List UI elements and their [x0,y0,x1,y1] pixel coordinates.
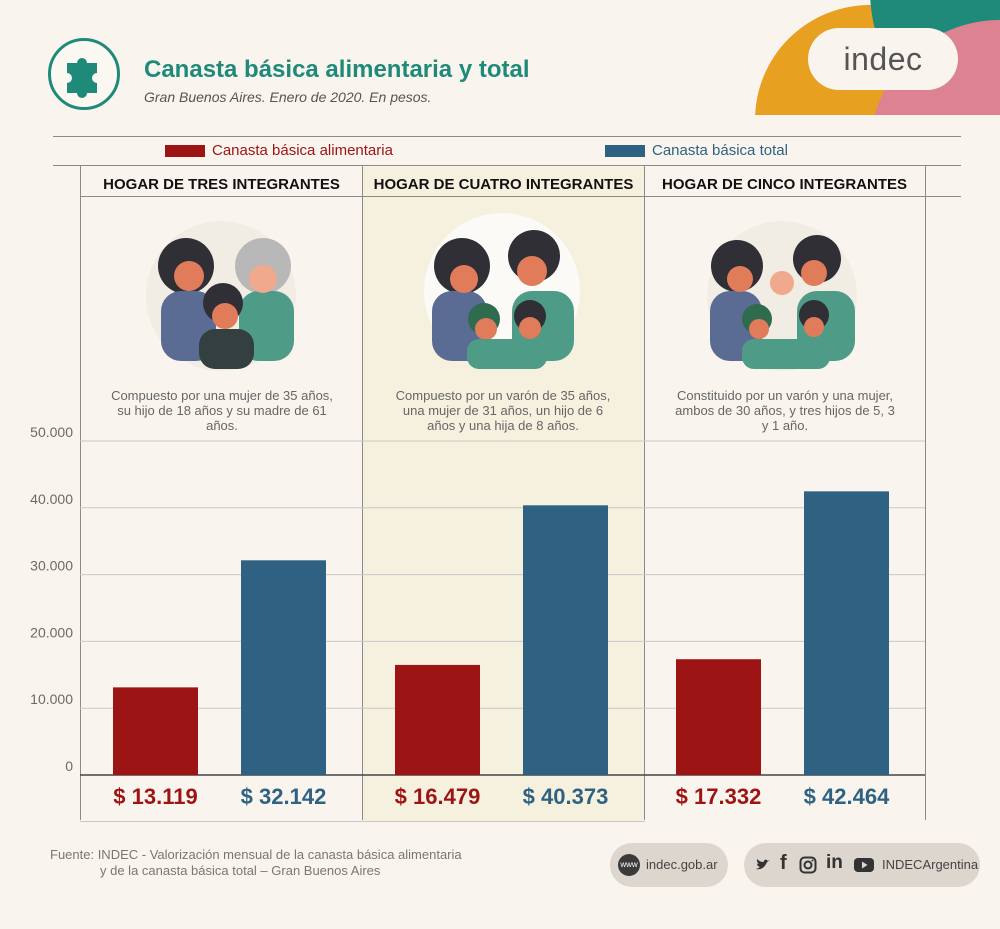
website-label[interactable]: indec.gob.ar [646,857,718,872]
y-tick-label: 0 [65,758,73,774]
value-label-total: $ 32.142 [241,784,327,809]
website-pill[interactable]: www indec.gob.ar [610,843,728,887]
value-label-total: $ 42.464 [804,784,890,809]
y-tick-label: 10.000 [30,691,73,707]
indec-logo[interactable]: indec [843,41,923,77]
title-row-divider [80,196,961,197]
legend-swatch-total [605,145,645,157]
bar-food [113,687,198,775]
column-line-2 [644,165,645,820]
y-tick-label: 50.000 [30,424,73,440]
bar-total [523,505,608,775]
puzzle-badge [48,38,120,110]
column-line-left [80,165,81,820]
puzzle-icon [67,58,97,98]
household-description: Compuesto por un varón de 35 años, una m… [395,388,611,433]
bar-food [395,664,480,775]
legend-label-total: Canasta básica total [652,142,788,159]
family-four-illustration [424,213,580,369]
value-label-total: $ 40.373 [523,784,609,809]
header-divider [53,136,961,137]
source-line: y de la canasta básica total – Gran Buen… [100,863,381,878]
family-three-illustration [146,221,296,371]
youtube-icon[interactable] [854,857,874,873]
source-note: Fuente: INDEC - Valorización mensual de … [50,847,462,879]
y-tick-label: 20.000 [30,624,73,640]
value-label-food: $ 16.479 [395,784,481,809]
instagram-icon[interactable] [799,856,817,874]
linkedin-icon[interactable]: in [826,852,843,873]
legend-label-food: Canasta básica alimentaria [212,142,393,159]
column-line-1 [362,165,363,820]
legend-divider [53,165,961,166]
y-tick-label: 40.000 [30,491,73,507]
column-line-right [925,165,926,820]
twitter-icon[interactable] [754,856,772,874]
household-title: HOGAR DE CINCO INTEGRANTES [661,176,907,193]
bar-total [241,560,326,775]
bar-food [676,659,761,775]
bar-total [804,491,889,775]
y-tick-label: 30.000 [30,558,73,574]
household-title: HOGAR DE CUATRO INTEGRANTES [373,176,634,193]
social-handle[interactable]: INDECArgentina [882,857,979,872]
household-description: Compuesto por una mujer de 35 años, su h… [111,388,333,433]
legend-swatch-food [165,145,205,157]
logo-pill [808,28,958,90]
www-icon: www [618,854,640,876]
page-subtitle: Gran Buenos Aires. Enero de 2020. En pes… [144,89,432,105]
page-title: Canasta básica alimentaria y total [144,56,530,83]
facebook-icon[interactable]: f [780,852,787,874]
social-pill[interactable]: f in INDECArgentina [744,843,980,887]
family-five-illustration [707,221,857,371]
household-description: Constituido por un varón y una mujer, am… [675,388,895,433]
bottom-line [80,821,645,822]
value-label-food: $ 17.332 [676,784,762,809]
household-title: HOGAR DE TRES INTEGRANTES [103,176,340,193]
source-line: Fuente: INDEC - Valorización mensual de … [50,847,462,862]
value-label-food: $ 13.119 [113,784,197,809]
